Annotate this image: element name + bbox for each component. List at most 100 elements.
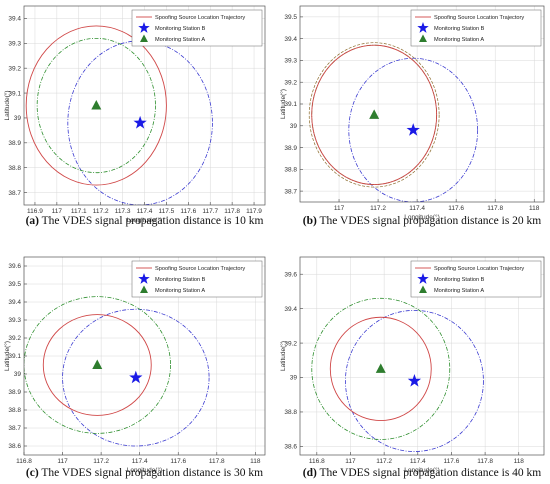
figure-caption: (d) The VDES signal propagation distance…: [303, 467, 542, 479]
y-tick-label: 38.9: [8, 140, 21, 147]
y-tick-label: 39.6: [8, 263, 21, 270]
x-tick-label: 117.6: [444, 458, 460, 465]
chart-panel-2: 116.8 117 117.2 117.4 117.6 117.8 118 38.6 38.7 3…: [3, 256, 266, 479]
y-tick-label: 38.8: [8, 165, 21, 172]
x-tick-label: 116.8: [16, 458, 32, 465]
legend-station-b-label: Monitoring Station B: [155, 26, 206, 32]
legend-station-a-triangle: [140, 34, 148, 42]
y-axis-label: Latitude(°): [279, 89, 287, 119]
y-tick-label: 38.8: [284, 409, 297, 416]
x-tick-label: 117.4: [137, 208, 153, 215]
legend-trajectory-label: Spoofing Source Location Trajectory: [155, 15, 245, 21]
y-tick-label: 38.9: [8, 389, 21, 396]
spoofing-trajectory-circle: [25, 25, 167, 186]
trajectory-outer-ring: [308, 42, 440, 188]
figure-caption: (a) The VDES signal propagation distance…: [26, 215, 264, 227]
x-axis-label: Longitude(°): [404, 213, 439, 221]
y-tick-label: 39.3: [8, 317, 21, 324]
station-b-star-marker: [407, 373, 422, 387]
caption-text: The VDES signal propagation distance is …: [317, 467, 541, 479]
y-tick-label: 39.1: [8, 353, 21, 360]
x-tick-label: 117: [57, 458, 68, 465]
y-tick-label: 39.2: [284, 79, 297, 86]
legend-station-a-label: Monitoring Station A: [434, 37, 484, 43]
x-tick-label: 117.1: [71, 208, 87, 215]
caption-prefix: (b): [303, 215, 317, 227]
x-tick-label: 117.3: [115, 208, 131, 215]
y-axis-label: Latitude(°): [3, 341, 11, 371]
y-tick-label: 39.3: [8, 41, 21, 48]
x-tick-label: 117: [345, 458, 356, 465]
x-tick-label: 117.2: [93, 208, 109, 215]
legend-station-b-label: Monitoring Station B: [155, 277, 206, 283]
legend-trajectory-label: Spoofing Source Location Trajectory: [434, 266, 524, 272]
y-tick-label: 39.4: [8, 299, 21, 306]
legend-station-a-triangle: [140, 285, 148, 293]
legend-trajectory-label: Spoofing Source Location Trajectory: [155, 266, 245, 272]
station-a-coverage-circle: [311, 297, 451, 440]
station-b-star-marker: [129, 370, 143, 384]
x-tick-label: 118: [250, 458, 261, 465]
circle-layer: [311, 297, 484, 452]
y-tick-label: 39.4: [284, 306, 297, 313]
y-tick-label: 38.7: [284, 188, 297, 195]
x-tick-label: 117.6: [448, 205, 464, 212]
circle-layer: [24, 296, 210, 447]
x-tick-label: 117.4: [410, 458, 426, 465]
spoofing-trajectory-circle: [311, 44, 438, 186]
y-tick-label: 38.8: [8, 407, 21, 414]
circle-layer: [308, 42, 479, 202]
caption-text: The VDES signal propagation distance is …: [39, 215, 263, 227]
y-tick-label: 39.1: [8, 90, 21, 97]
x-tick-label: 118: [529, 205, 540, 212]
x-tick-label: 117.9: [246, 208, 262, 215]
x-tick-label: 117.7: [202, 208, 218, 215]
station-b-star-marker: [406, 123, 420, 136]
y-tick-label: 39.2: [284, 340, 297, 347]
station-a-triangle-marker: [375, 363, 386, 373]
y-tick-label: 38.9: [284, 145, 297, 152]
chart-panel-1: 117 117.2 117.4 117.6 117.8 118 38.7 38.8 38.9 39…: [279, 5, 545, 227]
y-tick-label: 39.4: [284, 36, 297, 43]
legend-station-a-label: Monitoring Station A: [155, 37, 205, 43]
station-b-coverage-circle: [62, 308, 210, 447]
figure-caption: (b) The VDES signal propagation distance…: [303, 215, 542, 227]
station-b-coverage-circle: [345, 309, 484, 452]
caption-prefix: (d): [303, 467, 317, 479]
x-tick-label: 116.9: [27, 208, 43, 215]
x-tick-label: 117.5: [159, 208, 175, 215]
x-tick-label: 117.2: [376, 458, 392, 465]
caption-text: The VDES signal propagation distance is …: [39, 467, 263, 479]
x-tick-label: 117.6: [180, 208, 196, 215]
legend-station-a-triangle: [419, 285, 427, 293]
y-tick-label: 39.4: [8, 16, 21, 23]
legend-station-b-label: Monitoring Station B: [434, 26, 485, 32]
x-tick-label: 117.4: [409, 205, 425, 212]
spoofing-trajectory-circle: [329, 316, 432, 422]
y-tick-label: 39: [290, 123, 298, 130]
figure-caption: (c) The VDES signal propagation distance…: [26, 467, 263, 479]
x-tick-label: 116.8: [309, 458, 325, 465]
station-a-coverage-circle: [36, 37, 156, 174]
y-tick-label: 39.5: [284, 14, 297, 21]
y-tick-label: 39.2: [8, 335, 21, 342]
y-tick-label: 38.7: [8, 190, 21, 197]
station-b-star-marker: [133, 115, 147, 129]
legend-station-b-star: [138, 22, 150, 33]
x-tick-label: 117.8: [224, 208, 240, 215]
x-axis-label: Longitude(°): [404, 466, 439, 474]
caption-prefix: (c): [26, 467, 39, 479]
plot-frame: [299, 256, 545, 456]
y-tick-label: 39.6: [284, 271, 297, 278]
station-b-coverage-circle: [348, 57, 479, 202]
y-tick-label: 38.6: [8, 443, 21, 450]
y-tick-label: 38.7: [8, 425, 21, 432]
y-tick-label: 38.6: [284, 444, 297, 451]
chart-panel-3: 116.8 117 117.2 117.4 117.6 117.8 118 38.6 38.8 3…: [279, 256, 545, 479]
x-tick-label: 117.8: [477, 458, 493, 465]
legend-box: [410, 260, 542, 298]
x-tick-label: 117.2: [93, 458, 109, 465]
y-axis-label: Latitude(°): [279, 341, 287, 371]
y-tick-label: 39: [14, 371, 22, 378]
x-tick-label: 117.6: [170, 458, 186, 465]
